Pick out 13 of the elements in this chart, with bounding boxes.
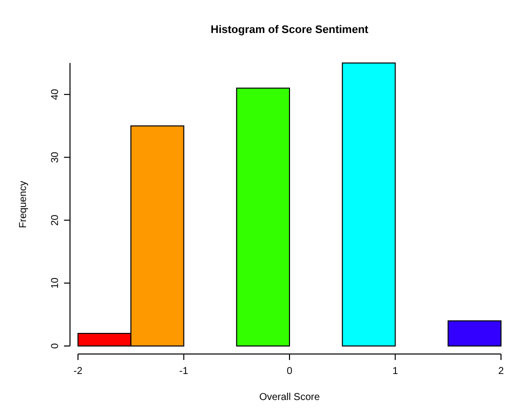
- y-tick-label: 40: [50, 88, 61, 100]
- x-tick-label: -1: [179, 366, 189, 377]
- x-tick-label: 2: [498, 366, 504, 377]
- x-tick-label: 0: [286, 366, 293, 377]
- y-axis-title: Frequency: [18, 180, 29, 228]
- y-tick-label: 10: [50, 277, 61, 289]
- x-tick-label: 1: [392, 366, 398, 377]
- x-axis-title: Overall Score: [259, 392, 320, 403]
- x-tick-label: -2: [74, 366, 83, 377]
- y-tick-label: 20: [50, 214, 61, 226]
- chart-title: Histogram of Score Sentiment: [210, 24, 369, 36]
- y-tick-label: 0: [50, 342, 61, 349]
- y-tick-label: 30: [50, 151, 61, 163]
